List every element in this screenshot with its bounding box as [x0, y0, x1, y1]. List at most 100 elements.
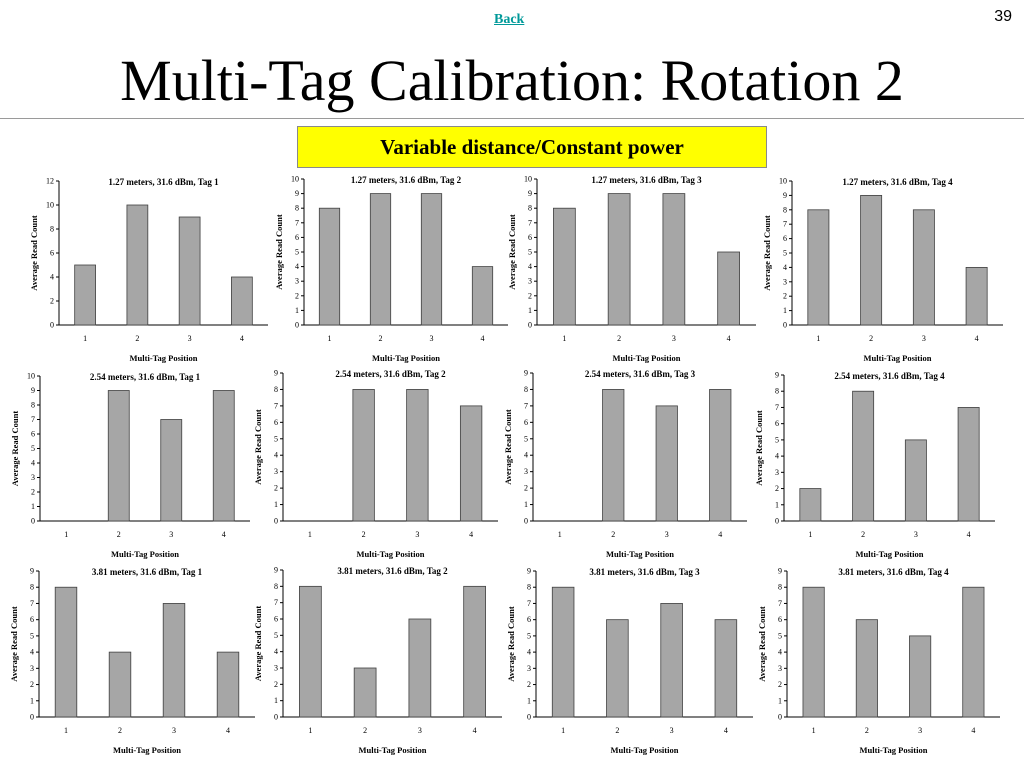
chart-8-y-tick-label: 6	[775, 419, 779, 428]
chart-3-x-tick-label: 1	[562, 334, 566, 343]
chart-12-x-tick-label: 3	[918, 726, 922, 735]
chart-6-y-tick-label: 0	[274, 517, 278, 526]
chart-7-y-tick-label: 2	[524, 484, 528, 493]
chart-5-y-tick-label: 2	[31, 488, 35, 497]
chart-11-x-tick-label: 1	[561, 726, 565, 735]
chart-7-y-tick-label: 6	[524, 418, 528, 427]
chart-8-bar-2	[852, 390, 875, 522]
chart-6-bar-3	[406, 389, 429, 522]
chart-8-x-tick-label: 4	[967, 530, 971, 539]
chart-4-bar-1	[807, 209, 830, 326]
chart-6-y-tick-label: 7	[274, 401, 278, 410]
chart-4-bar-2	[860, 194, 883, 326]
chart-9-y-label: Average Read Count	[9, 606, 19, 682]
chart-5-y-tick-label: 8	[31, 401, 35, 410]
chart-2-y-tick-label: 5	[295, 248, 299, 257]
chart-12-bar-1	[802, 586, 825, 718]
chart-12-y-tick-label: 9	[778, 567, 782, 576]
chart-7-y-tick-label: 3	[524, 467, 528, 476]
chart-11-y-tick-label: 6	[527, 615, 531, 624]
chart-3-bar-2	[607, 193, 631, 326]
chart-10-y-tick-label: 6	[274, 615, 278, 624]
chart-8-bar-1	[799, 488, 822, 522]
chart-6-x-tick-label: 1	[308, 530, 312, 539]
chart-3-y-tick-label: 1	[528, 306, 532, 315]
chart-9-bar-1	[54, 586, 78, 718]
chart-7-x-tick-label: 4	[718, 530, 722, 539]
chart-11-x-tick-label: 4	[724, 726, 728, 735]
chart-10-y-tick-label: 0	[274, 713, 278, 722]
chart-8-x-label: Multi-Tag Position	[856, 549, 924, 559]
chart-1-x-tick-label: 4	[240, 334, 244, 343]
chart-9-y-tick-label: 8	[30, 583, 34, 592]
chart-2-bar-2	[369, 193, 392, 326]
chart-4-y-tick-label: 1	[783, 306, 787, 315]
chart-6-x-label: Multi-Tag Position	[357, 549, 425, 559]
chart-7-y-tick-label: 8	[524, 385, 528, 394]
chart-1-y-label: Average Read Count	[29, 215, 39, 291]
chart-10-y-tick-label: 5	[274, 631, 278, 640]
chart-2-x-tick-label: 1	[328, 334, 332, 343]
chart-12-y-tick-label: 7	[778, 599, 782, 608]
chart-6-y-tick-label: 2	[274, 484, 278, 493]
chart-1-y-tick-label: 2	[50, 297, 54, 306]
chart-3-y-tick-label: 9	[528, 189, 532, 198]
chart-6-y-label: Average Read Count	[253, 409, 263, 485]
chart-12-x-tick-label: 2	[865, 726, 869, 735]
chart-8-y-tick-label: 3	[775, 468, 779, 477]
chart-8-x-tick-label: 2	[861, 530, 865, 539]
chart-12-bar-3	[909, 635, 932, 718]
chart-1-bar-4	[231, 276, 253, 326]
chart-3-bar-1	[553, 207, 576, 326]
chart-9-x-tick-label: 3	[172, 726, 176, 735]
chart-12-y-tick-label: 3	[778, 664, 782, 673]
chart-7-y-tick-label: 5	[524, 434, 528, 443]
chart-4-y-tick-label: 5	[783, 249, 787, 258]
chart-1-y-tick-label: 8	[50, 225, 54, 234]
chart-8-y-tick-label: 0	[775, 517, 779, 526]
chart-1-x-label: Multi-Tag Position	[130, 353, 198, 363]
chart-2-y-tick-label: 8	[295, 204, 299, 213]
chart-10-bar-3	[408, 618, 432, 718]
title-divider	[0, 118, 1024, 119]
chart-1-x-tick-label: 1	[83, 334, 87, 343]
chart-12-y-label: Average Read Count	[757, 606, 767, 682]
chart-10-y-tick-label: 9	[274, 566, 278, 575]
chart-4-y-label: Average Read Count	[762, 215, 772, 291]
chart-5-x-tick-label: 4	[222, 530, 226, 539]
chart-6-title: 2.54 meters, 31.6 dBm, Tag 2	[335, 369, 446, 379]
chart-8-x-tick-label: 1	[808, 530, 812, 539]
chart-11-y-label: Average Read Count	[506, 606, 516, 682]
chart-7-y-tick-label: 0	[524, 517, 528, 526]
chart-9-x-tick-label: 4	[226, 726, 230, 735]
chart-4-x-tick-label: 1	[816, 334, 820, 343]
chart-10-bar-2	[353, 667, 377, 718]
chart-11-y-tick-label: 9	[527, 567, 531, 576]
chart-4-title: 1.27 meters, 31.6 dBm, Tag 4	[842, 177, 953, 187]
chart-2-y-tick-label: 10	[291, 175, 299, 184]
chart-12-y-tick-label: 0	[778, 713, 782, 722]
chart-6-x-tick-label: 2	[362, 530, 366, 539]
chart-1-bar-1	[74, 264, 96, 326]
chart-2-x-tick-label: 2	[379, 334, 383, 343]
chart-7-bar-3	[655, 405, 678, 522]
chart-8-x-tick-label: 3	[914, 530, 918, 539]
chart-10-x-tick-label: 3	[418, 726, 422, 735]
chart-11-bar-1	[551, 586, 575, 718]
chart-8-y-tick-label: 4	[775, 452, 779, 461]
chart-4-y-tick-label: 0	[783, 321, 787, 330]
chart-4-y-tick-label: 9	[783, 191, 787, 200]
chart-12-x-tick-label: 1	[812, 726, 816, 735]
chart-12-bar-2	[855, 619, 878, 718]
chart-9-x-tick-label: 2	[118, 726, 122, 735]
chart-3-x-tick-label: 3	[672, 334, 676, 343]
chart-2-y-tick-label: 7	[295, 218, 299, 227]
chart-9-y-tick-label: 7	[30, 599, 34, 608]
chart-7-y-tick-label: 4	[524, 451, 528, 460]
chart-12-y-tick-label: 1	[778, 696, 782, 705]
chart-11-x-tick-label: 2	[615, 726, 619, 735]
chart-6-bar-4	[459, 405, 483, 522]
chart-10-y-label: Average Read Count	[253, 606, 263, 682]
back-link[interactable]: Back	[494, 12, 525, 27]
chart-10-y-tick-label: 3	[274, 664, 278, 673]
